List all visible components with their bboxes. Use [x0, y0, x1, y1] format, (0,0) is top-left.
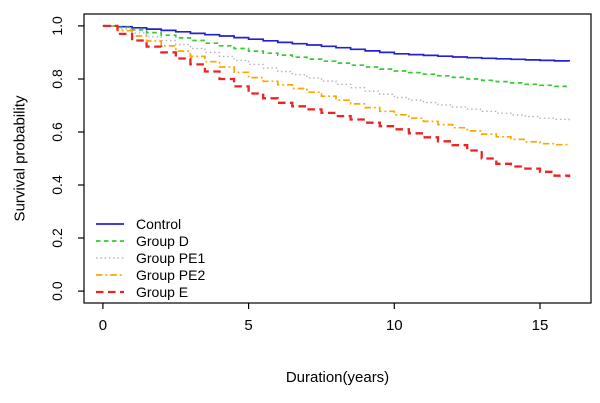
x-axis-title: Duration(years) — [286, 369, 389, 386]
x-axis-tick-label: 0 — [99, 317, 107, 334]
legend-label-control: Control — [136, 216, 181, 232]
curve-group-e — [102, 24, 571, 178]
curve-group-pe2 — [102, 25, 570, 146]
x-axis-tick-label: 15 — [532, 317, 549, 334]
y-axis-tick-label: 0.0 — [49, 281, 65, 301]
y-axis-tick-label: 1.0 — [49, 16, 65, 36]
y-axis-tick-label: 0.4 — [49, 175, 65, 195]
y-axis-tick-label: 0.2 — [49, 228, 65, 248]
y-axis-title: Survival probability — [11, 95, 28, 221]
curve-group-pe1 — [102, 25, 570, 121]
x-axis-tick-label: 5 — [244, 317, 252, 334]
y-axis-tick-label: 0.8 — [49, 69, 65, 89]
y-axis-tick-label: 0.6 — [49, 122, 65, 142]
x-axis-tick-label: 10 — [386, 317, 403, 334]
legend-label-group-pe2: Group PE2 — [136, 267, 205, 283]
legend-label-group-pe1: Group PE1 — [136, 250, 205, 266]
curve-group-d — [102, 25, 570, 88]
legend-label-group-e: Group E — [136, 284, 188, 300]
legend-label-group-d: Group D — [136, 233, 189, 249]
plot-box — [83, 13, 592, 304]
curve-control — [102, 25, 570, 62]
